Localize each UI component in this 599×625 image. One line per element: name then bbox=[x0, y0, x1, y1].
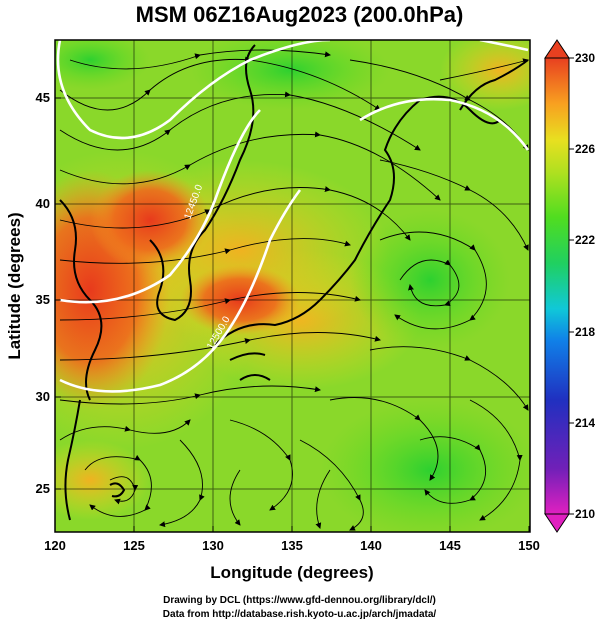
y-axis: 25 30 35 40 45 Latitude (degrees) bbox=[5, 90, 61, 496]
y-tick-label: 35 bbox=[36, 292, 50, 307]
x-tick-label: 125 bbox=[123, 538, 145, 553]
colorbar-tick-label: 210 bbox=[575, 507, 595, 521]
x-tick-label: 130 bbox=[202, 538, 224, 553]
x-tick-label: 120 bbox=[44, 538, 66, 553]
credit-drawing: Drawing by DCL (https://www.gfd-dennou.o… bbox=[163, 595, 436, 606]
y-tick-label: 30 bbox=[36, 389, 50, 404]
map-title: MSM 06Z16Aug2023 (200.0hPa) bbox=[135, 2, 464, 27]
colorbar: 230 226 222 218 214 210 bbox=[544, 39, 595, 533]
credit-data-source: Data from http://database.rish.kyoto-u.a… bbox=[162, 609, 437, 620]
colorbar-tick-label: 214 bbox=[575, 416, 595, 430]
y-tick-label: 45 bbox=[36, 90, 50, 105]
y-axis-title: Latitude (degrees) bbox=[5, 212, 24, 359]
colorbar-tick-label: 226 bbox=[575, 142, 595, 156]
streamlines bbox=[59, 49, 529, 531]
x-tick-label: 135 bbox=[281, 538, 303, 553]
x-axis: 120 125 130 135 140 145 150 Longitude (d… bbox=[44, 526, 540, 582]
x-tick-label: 145 bbox=[439, 538, 461, 553]
x-tick-label: 150 bbox=[518, 538, 540, 553]
y-tick-label: 40 bbox=[36, 196, 50, 211]
x-tick-label: 140 bbox=[360, 538, 382, 553]
colorbar-tick-label: 222 bbox=[575, 233, 595, 247]
y-tick-label: 25 bbox=[36, 481, 50, 496]
x-axis-title: Longitude (degrees) bbox=[210, 563, 373, 582]
height-contours bbox=[56, 40, 530, 393]
colorbar-tick-label: 230 bbox=[575, 51, 595, 65]
colorbar-tick-label: 218 bbox=[575, 325, 595, 339]
